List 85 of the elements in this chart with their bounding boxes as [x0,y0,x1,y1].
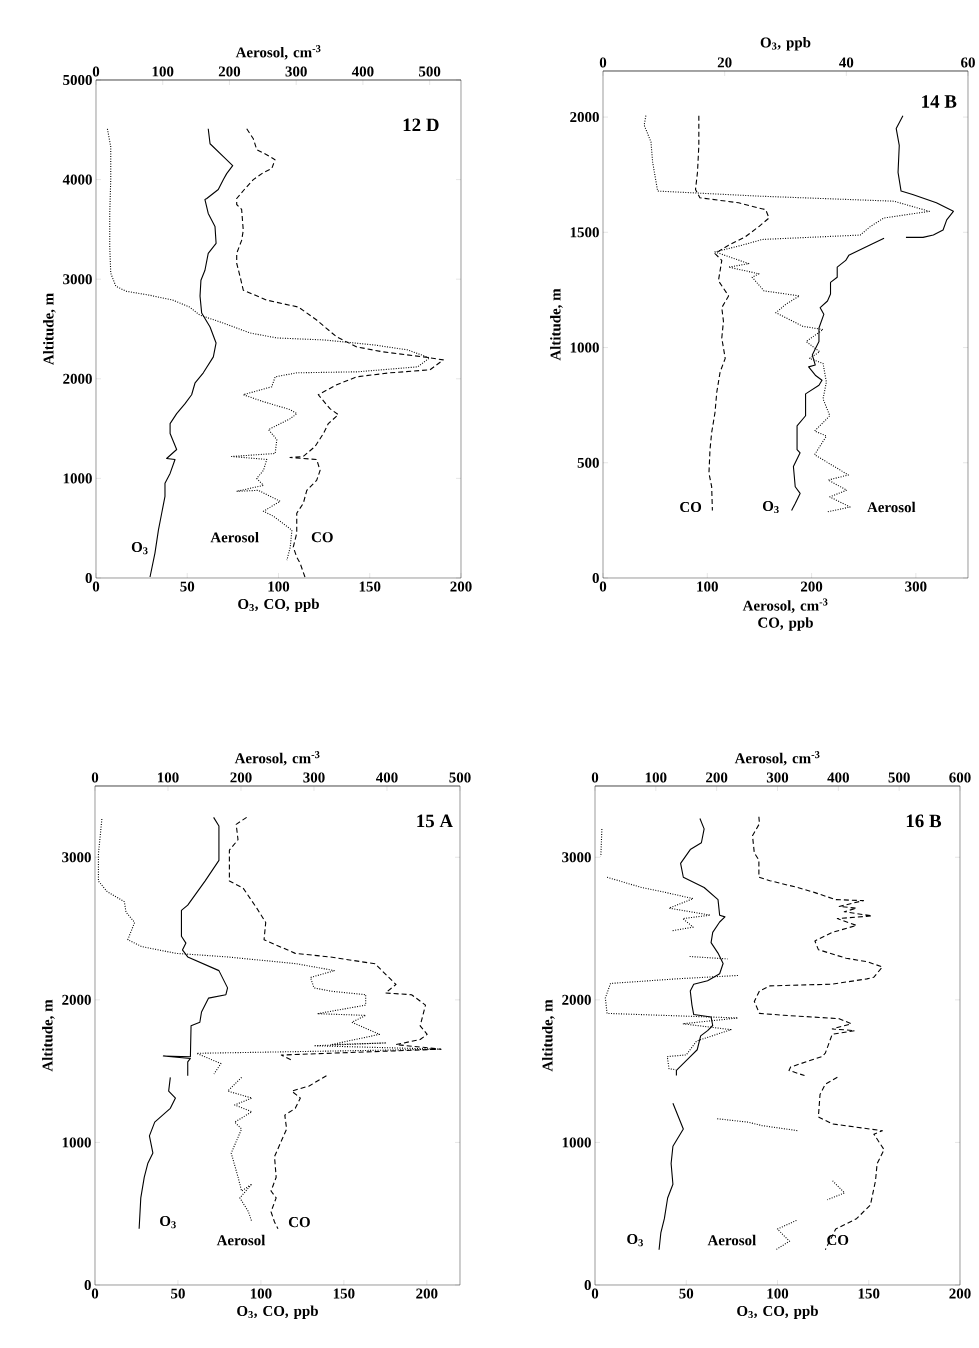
x-axis-title: O$_{3}$, CO, ppb [237,1305,319,1319]
x2-tick-label: 400 [827,772,850,783]
x2-tick-label: 300 [766,772,789,783]
y-tick-label: 0 [584,1279,592,1291]
series-label: Aerosol [216,1234,266,1246]
x2-axis-title: Aerosol, cm$^{-3}$ [234,751,320,766]
x2-axis-title: Aerosol, cm$^{-3}$ [235,45,321,60]
x2-tick-label: 200 [706,772,728,783]
x2-tick-label: 200 [218,66,241,77]
x2-tick-label: 100 [645,772,667,783]
x2-tick-label: 0 [599,57,607,68]
x-tick-label: 200 [450,581,472,592]
y-tick-label: 3000 [63,274,93,285]
y-tick-label: 1000 [562,1137,592,1148]
x2-tick-label: 300 [303,772,325,783]
x-tick-label: 0 [599,581,607,592]
x-tick-label: 200 [416,1288,438,1299]
series-label: CO [827,1235,849,1246]
series-label: CO [289,1217,310,1228]
x-tick-label: 150 [359,581,381,592]
x-tick-label: 50 [679,1288,694,1299]
x2-tick-label: 500 [449,772,471,783]
x2-tick-label: 20 [717,57,732,68]
y-tick-label: 0 [84,1279,92,1291]
series-label: O$_{3}$ [627,1234,644,1247]
series-label: O$_{3}$ [160,1216,176,1229]
y-tick-label: 1000 [62,1137,92,1148]
y-tick-label: 3000 [62,852,92,863]
x2-tick-label: 600 [949,772,971,783]
x2-tick-label: 300 [285,66,307,77]
x-tick-label: 100 [697,581,719,592]
annotation: 12 D [403,118,439,132]
x2-axis-title: Aerosol, cm$^{-3}$ [734,751,820,766]
y-tick-label: 5000 [63,74,93,86]
x2-tick-label: 0 [92,66,100,77]
x-tick-label: 100 [251,1288,272,1299]
y-tick-label: 1500 [570,227,600,238]
series-label: CO [311,532,333,543]
series-label: Aerosol [210,531,259,543]
x-tick-label: 50 [180,581,195,592]
y-tick-label: 4000 [62,174,93,185]
x-axis-title: O$_{3}$, CO, ppb [238,598,320,612]
y-tick-label: 0 [85,572,93,584]
x2-tick-label: 400 [352,66,374,77]
y-tick-label: 2000 [63,373,93,384]
series-label: O$_{3}$ [131,542,148,555]
x-tick-label: 200 [801,581,823,592]
x2-tick-label: 100 [152,66,174,77]
y-axis-title: Altitude, m [43,293,56,365]
y-tick-label: 3000 [562,852,592,863]
x2-tick-label: 400 [376,772,398,783]
y-tick-label: 0 [592,572,600,584]
y-tick-label: 1000 [63,473,93,484]
series-label: Aerosol [867,501,916,513]
x2-tick-label: 500 [888,772,910,783]
x2-tick-label: 100 [158,772,179,783]
x-axis-title: O$_{3}$, CO, ppb [737,1305,819,1319]
x-tick-label: 100 [767,1288,789,1299]
y-tick-label: 2000 [562,994,592,1005]
x2-tick-label: 500 [419,66,441,77]
series-label: Aerosol [707,1234,757,1246]
x2-tick-label: 200 [230,772,252,783]
y-axis-title: Altitude, m [542,999,555,1072]
annotation: 14 B [922,95,957,108]
x-tick-label: 200 [949,1288,971,1299]
series-label: O$_{3}$ [763,500,779,514]
x-tick-label: 150 [333,1288,355,1299]
y-tick-label: 500 [577,457,600,468]
annotation: 15 A [417,814,454,828]
x2-tick-label: 60 [961,57,976,68]
y-tick-label: 1000 [570,342,600,353]
series-label: CO [680,502,702,513]
x-tick-label: 50 [171,1288,185,1299]
x2-axis-title: O$_{3}$, ppb [760,37,811,51]
x-tick-label: 300 [905,581,927,592]
text: Aerosol, cm$^{-3}$ CO, ppb [742,598,828,631]
x2-tick-label: 40 [839,57,854,68]
annotation: 16 B [906,814,942,828]
x-tick-label: 100 [268,581,290,592]
x-tick-label: 150 [858,1288,880,1299]
y-tick-label: 2000 [62,994,92,1005]
y-axis-title: Altitude, m [42,999,55,1072]
y-axis-title: Altitude, m [550,288,563,361]
x-tick-label: 0 [92,581,100,592]
y-tick-label: 2000 [570,112,600,123]
